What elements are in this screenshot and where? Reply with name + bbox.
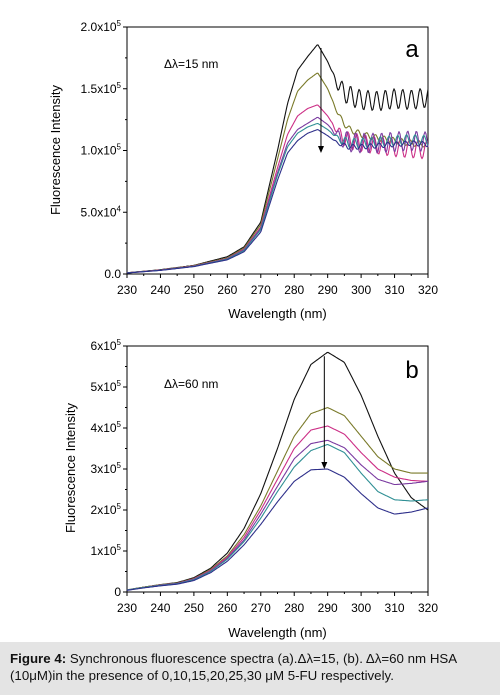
x-tick-label: 300 xyxy=(351,283,371,297)
figure-caption: Figure 4: Synchronous fluorescence spect… xyxy=(0,642,500,695)
y-tick-label: 1.0x105 xyxy=(81,143,122,158)
series-line xyxy=(126,468,429,591)
series-line xyxy=(126,425,428,591)
x-tick-label: 230 xyxy=(117,283,137,297)
figure-charts: 230 240 250 260 270 280 290 300 310 320 0.0 5.0x104… xyxy=(48,19,438,640)
x-tick-label: 270 xyxy=(251,601,271,615)
y-tick-label: 3x105 xyxy=(91,461,122,476)
y-tick-label: 5x105 xyxy=(91,379,122,394)
series-line xyxy=(126,129,429,274)
delta-lambda-annotation: Δλ=15 nm xyxy=(164,57,218,71)
x-tick-label: 310 xyxy=(385,283,405,297)
caption-text: Synchronous fluorescence spectra (a).Δλ=… xyxy=(10,651,457,683)
y-tick-label: 1x105 xyxy=(91,543,122,558)
x-tick-label: 230 xyxy=(117,601,137,615)
x-tick-label: 320 xyxy=(418,283,438,297)
x-tick-label: 270 xyxy=(251,283,271,297)
x-axis-title: Wavelength (nm) xyxy=(228,306,327,321)
x-tick-label: 290 xyxy=(318,283,338,297)
y-tick-label: 5.0x104 xyxy=(81,204,122,219)
panel-letter: a xyxy=(405,36,419,63)
x-tick-label: 250 xyxy=(184,283,204,297)
x-tick-label: 250 xyxy=(184,601,204,615)
y-axis-title: Fluorescence Intensity xyxy=(63,402,78,533)
caption-label: Figure 4: xyxy=(10,651,67,666)
series-line xyxy=(126,444,428,591)
series-line xyxy=(126,123,429,274)
x-tick-label: 300 xyxy=(351,601,371,615)
y-tick-label: 0 xyxy=(114,585,121,599)
trend-arrow-head xyxy=(321,462,328,469)
x-tick-label: 280 xyxy=(284,601,304,615)
delta-lambda-annotation: Δλ=60 nm xyxy=(164,377,218,391)
y-tick-label: 6x105 xyxy=(91,338,122,353)
y-tick-label: 4x105 xyxy=(91,420,122,435)
x-axis-title: Wavelength (nm) xyxy=(228,625,327,640)
y-tick-label: 2.0x105 xyxy=(81,19,122,34)
panel-b: 230 240 250 260 270 280 290 300 310 320 0 1x105 2x10… xyxy=(63,338,438,640)
x-tick-label: 290 xyxy=(318,601,338,615)
y-tick-label: 2x105 xyxy=(91,502,122,517)
x-tick-label: 280 xyxy=(284,283,304,297)
y-tick-label: 1.5x105 xyxy=(81,81,122,96)
series-line xyxy=(126,104,429,274)
series-line xyxy=(126,439,429,591)
y-tick-label: 0.0 xyxy=(104,267,121,281)
panel-a: 230 240 250 260 270 280 290 300 310 320 0.0 5.0x104… xyxy=(48,19,438,321)
series-line xyxy=(126,407,428,591)
x-tick-label: 320 xyxy=(418,601,438,615)
y-axis-title: Fluorescence Intensity xyxy=(48,84,63,215)
trend-arrow-head xyxy=(317,145,324,153)
x-tick-label: 260 xyxy=(217,283,237,297)
x-tick-label: 260 xyxy=(217,601,237,615)
x-tick-label: 240 xyxy=(150,601,170,615)
x-tick-label: 240 xyxy=(150,283,170,297)
x-tick-label: 310 xyxy=(385,601,405,615)
panel-letter: b xyxy=(405,357,418,384)
